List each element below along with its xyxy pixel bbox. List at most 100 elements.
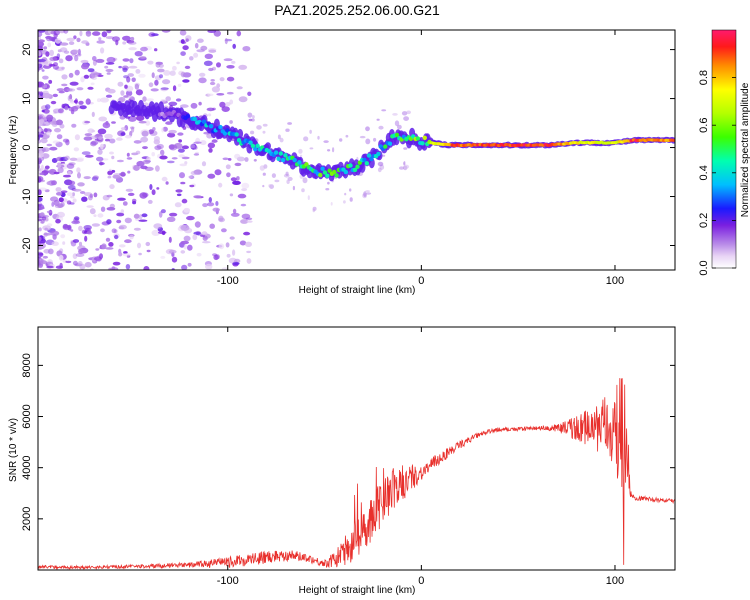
noise-blob (134, 51, 143, 57)
noise-blob (51, 201, 55, 207)
noise-blob (133, 213, 140, 219)
noise-blob (138, 73, 146, 78)
noise-blob (230, 177, 237, 182)
noise-blob (62, 241, 66, 245)
ridge-point (325, 173, 330, 178)
noise-blob (57, 162, 62, 169)
noise-blob (57, 203, 64, 208)
noise-blob (160, 87, 169, 92)
noise-blob (38, 168, 41, 172)
x-tick-label: -100 (217, 575, 239, 587)
noise-blob (38, 177, 42, 183)
noise-blob (125, 264, 131, 270)
noise-blob (218, 243, 225, 250)
noise-blob (138, 120, 147, 124)
ridge-point (322, 170, 328, 175)
noise-blob (172, 85, 177, 92)
noise-blob (111, 155, 115, 160)
noise-blob (98, 162, 105, 166)
noise-blob (188, 175, 193, 179)
noise-blob (49, 56, 58, 62)
noise-blob (61, 74, 68, 80)
noise-blob (85, 30, 92, 37)
noise-blob (72, 188, 82, 192)
noise-blob (243, 231, 251, 236)
noise-blob (43, 128, 48, 133)
noise-blob (84, 235, 88, 242)
noise-blob (189, 56, 194, 61)
noise-blob (127, 73, 134, 77)
noise-blob (111, 266, 116, 270)
noise-blob (378, 125, 384, 130)
noise-blob (231, 60, 236, 64)
noise-blob (98, 136, 103, 141)
noise-blob (179, 163, 187, 167)
noise-blob (349, 197, 353, 202)
noise-blob (112, 36, 120, 42)
noise-blob (211, 139, 218, 143)
noise-blob (226, 91, 234, 95)
x-tick-label: 100 (606, 275, 624, 287)
noise-blob (377, 167, 382, 173)
noise-blob (151, 189, 156, 196)
noise-blob (125, 188, 134, 192)
noise-blob (54, 128, 61, 133)
noise-blob (42, 75, 49, 80)
noise-blob (176, 61, 180, 65)
noise-blob (46, 131, 52, 136)
noise-blob (69, 98, 74, 102)
noise-blob (181, 264, 188, 270)
noise-blob (198, 101, 202, 106)
noise-blob (299, 154, 303, 157)
noise-blob (111, 121, 116, 124)
noise-blob (180, 71, 186, 78)
noise-blob (126, 152, 130, 157)
y-tick-label: -20 (21, 238, 33, 254)
noise-blob (285, 128, 290, 132)
noise-blob (226, 76, 235, 82)
chart-title: PAZ1.2025.252.06.00.G21 (274, 2, 440, 18)
noise-blob (392, 113, 398, 116)
noise-blob (232, 249, 236, 256)
noise-blob (214, 169, 222, 176)
noise-blob (39, 118, 44, 125)
noise-blob (92, 175, 100, 180)
ridge-point (415, 136, 421, 141)
noise-blob (349, 188, 352, 192)
noise-blob (133, 164, 140, 171)
noise-blob (252, 115, 255, 119)
ridge-point (348, 163, 353, 168)
noise-blob (307, 195, 310, 201)
noise-blob (256, 125, 262, 130)
colorbar-tick-label: 0.8 (698, 70, 710, 85)
noise-blob (218, 182, 223, 188)
ridge-point (387, 141, 393, 146)
noise-blob (51, 180, 57, 186)
noise-blob (158, 211, 163, 218)
noise-blob (185, 38, 189, 42)
noise-blob (133, 227, 141, 231)
ridge-point (366, 153, 372, 158)
noise-blob (193, 145, 198, 150)
noise-blob (135, 89, 143, 96)
noise-blob (141, 213, 148, 218)
noise-blob (274, 179, 280, 183)
noise-blob (147, 199, 153, 204)
noise-blob (47, 42, 52, 48)
noise-blob (80, 59, 89, 64)
noise-blob (70, 240, 74, 244)
noise-blob (210, 79, 215, 82)
noise-blob (189, 184, 195, 188)
noise-blob (168, 236, 172, 243)
noise-blob (93, 192, 98, 198)
noise-blob (330, 202, 333, 206)
noise-blob (64, 88, 73, 92)
noise-blob (65, 55, 73, 62)
noise-blob (55, 119, 64, 126)
noise-blob (190, 102, 198, 109)
noise-blob (332, 147, 335, 153)
noise-blob (59, 262, 63, 269)
noise-blob (181, 156, 190, 160)
x-tick-label: 100 (606, 575, 624, 587)
noise-blob (40, 164, 44, 171)
